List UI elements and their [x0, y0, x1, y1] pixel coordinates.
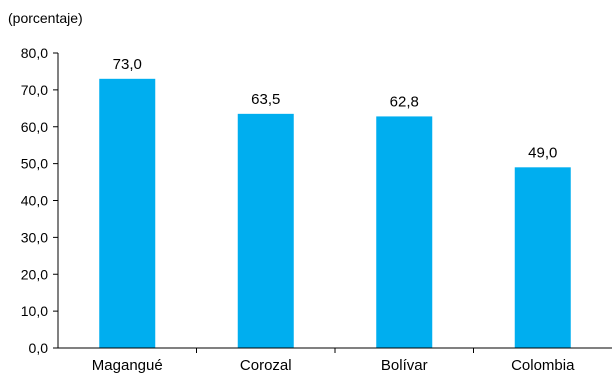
category-labels: Magangué Corozal Bolívar Colombia [92, 357, 575, 374]
bar [376, 116, 433, 348]
y-tick-label: 30,0 [21, 229, 48, 245]
data-labels: 73,0 63,5 62,8 49,0 [113, 56, 558, 162]
y-tick-label: 80,0 [21, 45, 48, 61]
data-label: 49,0 [528, 144, 557, 161]
category-label: Magangué [92, 357, 163, 374]
y-tick-label: 10,0 [21, 303, 48, 319]
data-label: 63,5 [251, 91, 280, 108]
y-axis-ticks: 0,0 10,0 20,0 30,0 40,0 50,0 60,0 70,0 80,0 [21, 45, 58, 356]
y-tick-label: 20,0 [21, 266, 48, 282]
y-tick-label: 70,0 [21, 82, 48, 98]
unit-label: (porcentaje) [8, 10, 83, 26]
data-label: 62,8 [390, 93, 419, 110]
category-label: Bolívar [381, 357, 428, 374]
category-label: Corozal [240, 357, 292, 374]
data-label: 73,0 [113, 56, 142, 73]
x-axis-ticks [196, 348, 474, 353]
y-tick-label: 50,0 [21, 156, 48, 172]
bars [99, 78, 571, 348]
category-label: Colombia [511, 357, 575, 374]
bar [514, 167, 571, 348]
bar [237, 113, 294, 348]
bar [99, 78, 156, 348]
y-tick-label: 60,0 [21, 119, 48, 135]
y-tick-label: 40,0 [21, 193, 48, 209]
y-tick-label: 0,0 [29, 340, 49, 356]
